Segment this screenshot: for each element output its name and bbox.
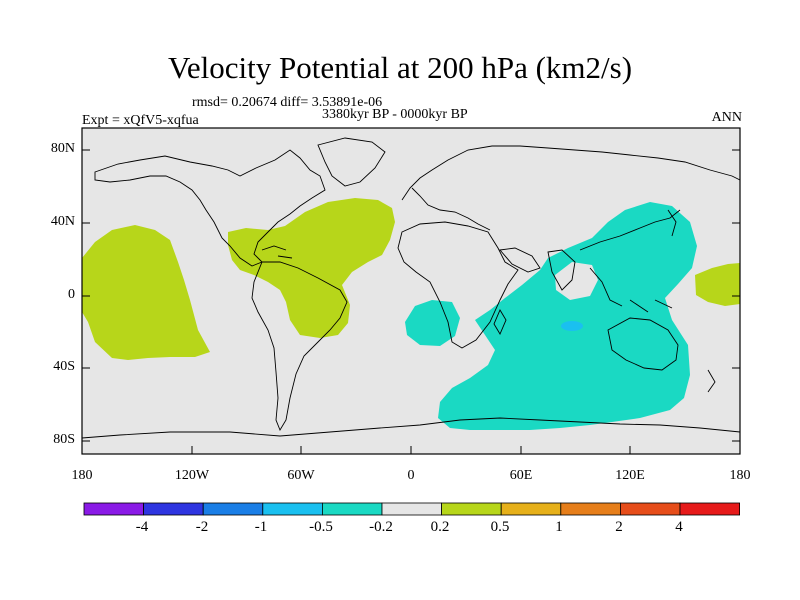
lon-label-0: 0 [407, 468, 415, 483]
colorbar-label: -2 [195, 519, 209, 535]
colorbar-box [679, 502, 740, 516]
lat-label-80s: 80S [53, 432, 75, 447]
lon-label-180-east: 180 [729, 468, 751, 483]
negative-region-south-atlantic [405, 300, 460, 346]
stats-text: rmsd= 0.20674 diff= 3.53891e-06 [192, 95, 383, 110]
positive-region-east-pacific [695, 263, 740, 306]
lon-label-120e: 120E [615, 468, 645, 483]
positive-region-atlantic [228, 198, 395, 338]
colorbar-box [202, 502, 264, 516]
colorbar-label: 0.2 [430, 519, 450, 535]
colorbar-label: 0.5 [490, 519, 510, 535]
colorbar-box [441, 502, 502, 516]
positive-region-pacific [82, 225, 210, 360]
colorbar-box [321, 502, 383, 516]
lon-label-180-west: 180 [71, 468, 93, 483]
lat-label-0: 0 [68, 287, 75, 302]
lat-ticks [82, 149, 740, 442]
lon-label-60e: 60E [509, 468, 533, 483]
colorbar-label: 4 [675, 519, 683, 535]
colorbar-box [381, 502, 442, 516]
colorbar-box [262, 502, 323, 516]
period-text: 3380kyr BP - 0000kyr BP [322, 107, 468, 122]
colorbar-label: 2 [615, 519, 623, 535]
colorbar-label: 1 [555, 519, 563, 535]
lon-label-60w: 60W [287, 468, 315, 483]
lat-label-80n: 80N [50, 141, 75, 156]
season-label: ANN [711, 110, 742, 125]
lon-label-120w: 120W [174, 468, 210, 483]
colorbar-box [143, 502, 204, 516]
lat-label-40n: 40N [50, 214, 75, 229]
map-title: Velocity Potential at 200 hPa (km2/s) [167, 50, 633, 85]
colorbar-box [560, 502, 621, 516]
colorbar-label: -0.2 [369, 519, 393, 535]
colorbar-box [620, 502, 681, 516]
lon-ticks [81, 446, 741, 454]
neutral-region-arabian-sea [555, 262, 598, 300]
lat-label-40s: 40S [53, 359, 75, 374]
experiment-label: Expt = xQfV5-xqfua [82, 113, 199, 128]
colorbar-box [500, 502, 562, 516]
colorbar-label: -1 [254, 519, 268, 535]
colorbar-label: -4 [135, 519, 149, 535]
colorbar [83, 502, 740, 516]
colorbar-box [83, 502, 144, 516]
coastlines [81, 137, 741, 439]
strong-negative-center [561, 321, 583, 331]
negative-region-indian-ocean [438, 202, 697, 430]
colorbar-label: -0.5 [309, 519, 333, 535]
